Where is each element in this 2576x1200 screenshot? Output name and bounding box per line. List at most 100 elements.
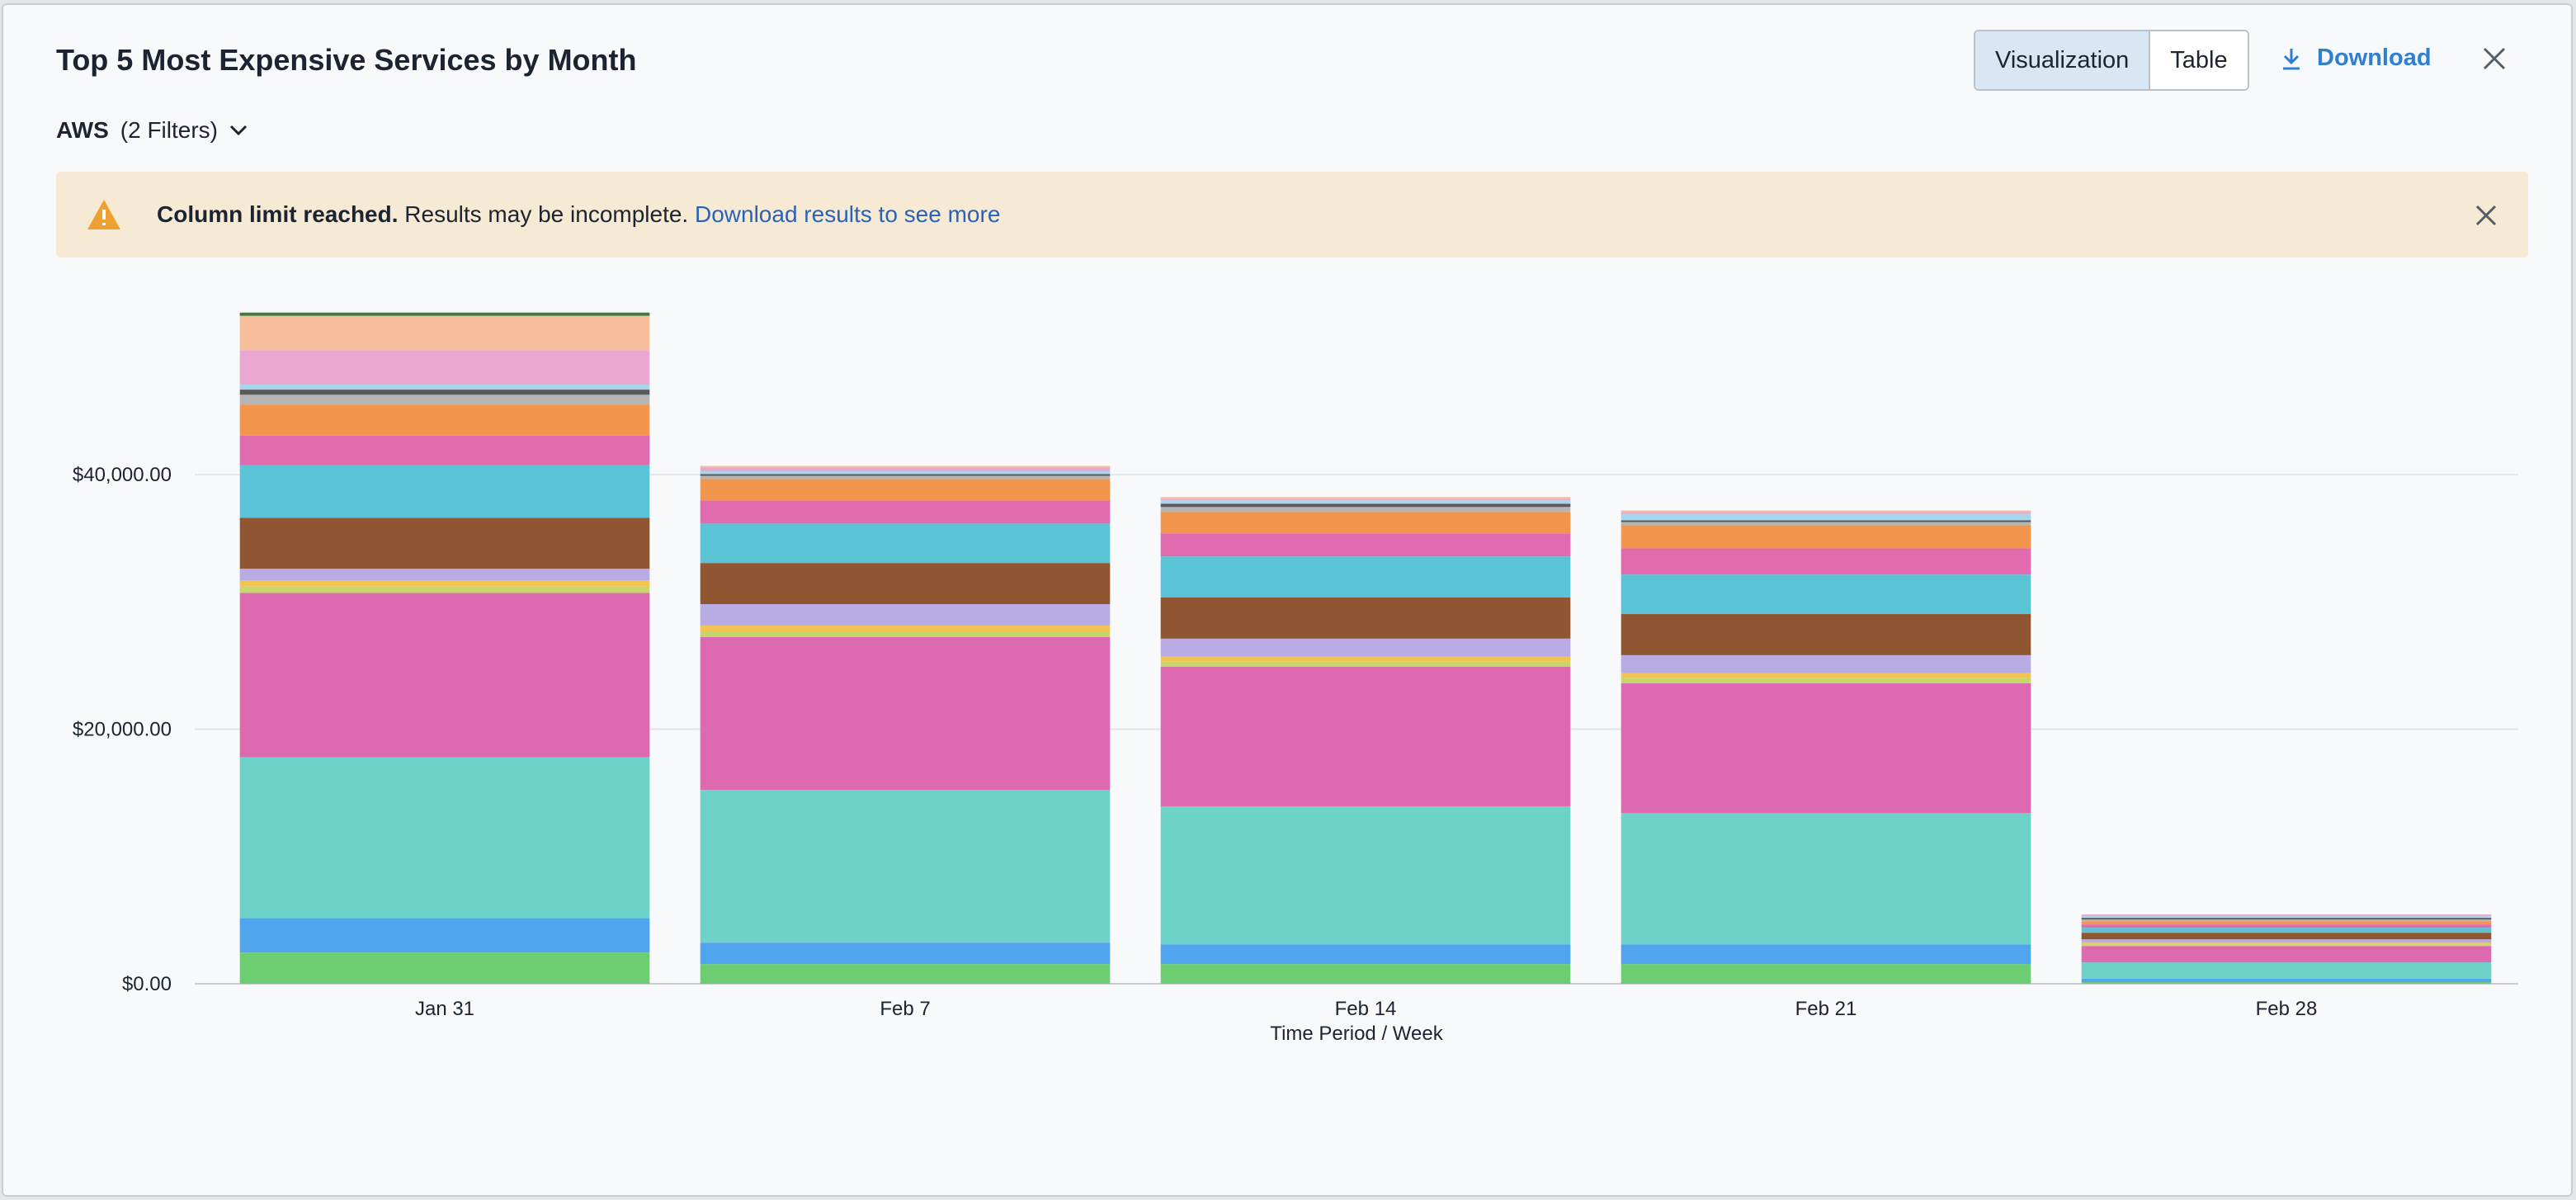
- bar-segment: [700, 625, 1111, 632]
- bar-segment: [2081, 921, 2492, 925]
- bar-segment: [1160, 638, 1571, 657]
- banner-link[interactable]: Download results to see more: [695, 201, 1001, 227]
- banner-bold: Column limit reached.: [157, 201, 399, 227]
- bar-segment: [2081, 962, 2492, 979]
- x-tick-label: Feb 14: [1335, 998, 1397, 1020]
- bar-segment: [1621, 510, 2031, 513]
- bar-segment: [1621, 673, 2031, 678]
- bar-segment: [2081, 928, 2492, 933]
- bar-segment: [1621, 574, 2031, 615]
- bar-segment: [239, 394, 650, 405]
- visualization-tab[interactable]: Visualization: [1975, 31, 2151, 89]
- bar-segment: [2081, 939, 2492, 943]
- bar-segment: [1160, 597, 1571, 639]
- bar-segment: [1160, 666, 1571, 806]
- bar-segment: [239, 517, 650, 569]
- bar-segment: [2081, 943, 2492, 945]
- bar-segment: [700, 465, 1111, 468]
- bar-segment: [2081, 946, 2492, 963]
- bar-segment: [700, 964, 1111, 984]
- y-tick-label: $20,000.00: [73, 718, 172, 740]
- bar-segment: [2081, 914, 2492, 917]
- bar-segment: [2081, 978, 2492, 982]
- bar-segment: [239, 757, 650, 919]
- bar-segment: [1621, 678, 2031, 683]
- bar-segment: [2081, 933, 2492, 940]
- bar-segment: [1160, 661, 1571, 667]
- bar-segment: [700, 790, 1111, 943]
- bar-segment: [239, 350, 650, 385]
- bar-segment: [700, 470, 1111, 475]
- bar-segment: [2081, 918, 2492, 920]
- bar-segment: [1160, 500, 1571, 504]
- bar-segment: [239, 593, 650, 758]
- bar-segment: [700, 523, 1111, 564]
- bar-segment: [700, 603, 1111, 626]
- bar-segment: [1621, 683, 2031, 813]
- bar-segment: [1621, 522, 2031, 526]
- banner-close[interactable]: [2475, 205, 2497, 226]
- bar-segment: [1160, 806, 1571, 945]
- bar-segment: [239, 312, 650, 316]
- bar-segment: [2081, 924, 2492, 928]
- bar-segment: [1160, 498, 1571, 501]
- bar-segment: [1621, 520, 2031, 522]
- bar-segment: [700, 474, 1111, 476]
- bar-segment: [700, 636, 1111, 791]
- bar-segment: [239, 952, 650, 984]
- bar-segment: [1160, 503, 1571, 508]
- bar-segment: [1160, 507, 1571, 513]
- bar-segment: [700, 943, 1111, 965]
- bar-segment: [700, 500, 1111, 524]
- bar-segment: [2081, 916, 2492, 919]
- bar-segment: [1160, 556, 1571, 598]
- x-tick-label: Jan 31: [415, 998, 474, 1020]
- close-button[interactable]: [2482, 46, 2507, 71]
- warning-banner: Column limit reached. Results may be inc…: [56, 172, 2528, 257]
- bar-segment: [239, 586, 650, 593]
- bar-segment: [2081, 919, 2492, 922]
- x-tick-label: Feb 7: [880, 998, 930, 1020]
- bar-segment: [1621, 654, 2031, 673]
- bar-segment: [239, 390, 650, 395]
- download-label: Download: [2317, 45, 2432, 71]
- x-tick-label: Feb 28: [2256, 998, 2318, 1020]
- filter-dropdown[interactable]: AWS (2 Filters): [56, 117, 248, 144]
- bar-segment: [1621, 525, 2031, 549]
- bar-segment: [700, 479, 1111, 501]
- view-toggle: Visualization Table: [1974, 30, 2249, 91]
- bar-segment: [239, 918, 650, 953]
- bar-segment: [700, 475, 1111, 480]
- chevron-icon: [229, 125, 248, 136]
- y-tick-label: $0.00: [122, 973, 172, 995]
- y-tick-label: $40,000.00: [73, 464, 172, 486]
- download-button[interactable]: Download: [2281, 45, 2432, 72]
- table-tab[interactable]: Table: [2150, 31, 2248, 89]
- chart: Time Period / Week $0.00 $20,000.00 $40,00…: [73, 312, 2518, 1045]
- bar-segment: [1621, 548, 2031, 575]
- bar-segment: [239, 384, 650, 390]
- bar-segment: [2081, 981, 2492, 984]
- bar-segment: [239, 465, 650, 518]
- bar-segment: [2081, 944, 2492, 947]
- bar-segment: [239, 579, 650, 587]
- bar-segment: [700, 467, 1111, 471]
- filter-count: (2 Filters): [120, 117, 219, 143]
- filter-source: AWS: [56, 117, 109, 143]
- bar-segment: [1160, 512, 1571, 534]
- bar-segment: [1160, 533, 1571, 557]
- bar-segment: [1621, 944, 2031, 965]
- warning-icon: [87, 200, 120, 229]
- bar-segment: [1621, 812, 2031, 945]
- banner-text: Results may be incomplete.: [404, 201, 689, 227]
- bar-segment: [700, 563, 1111, 604]
- bar-segment: [239, 435, 650, 465]
- bar-segment: [1621, 964, 2031, 984]
- bar-segment: [700, 631, 1111, 637]
- bar-segment: [1621, 512, 2031, 514]
- x-tick-label: Feb 21: [1795, 998, 1857, 1020]
- bar-segment: [1160, 656, 1571, 662]
- bar-segment: [1160, 944, 1571, 965]
- bar-segment: [1621, 513, 2031, 521]
